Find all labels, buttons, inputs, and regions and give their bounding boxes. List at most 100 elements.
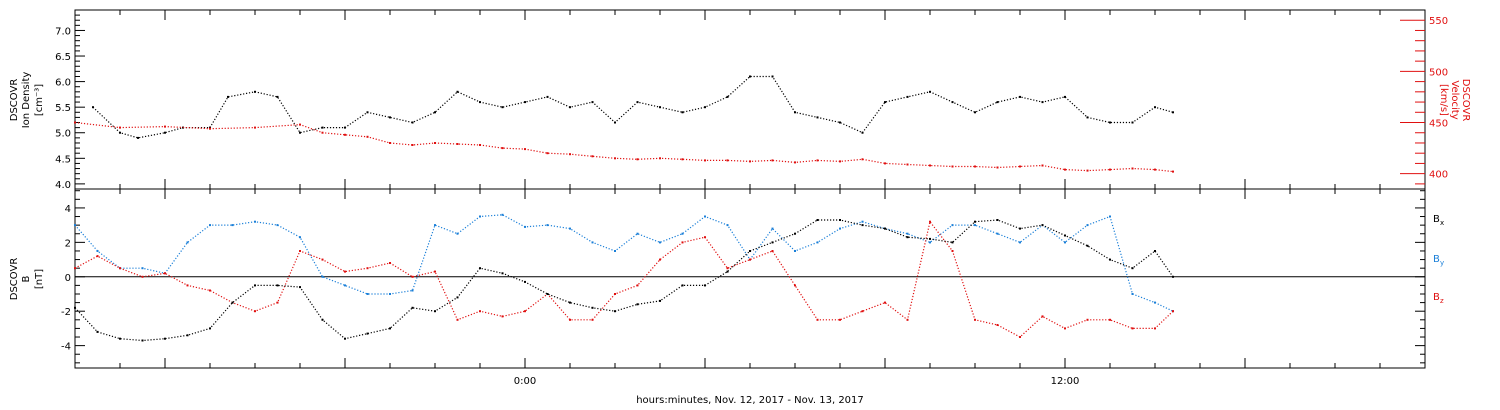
velocity-point bbox=[321, 131, 324, 134]
velocity-point bbox=[254, 126, 256, 129]
by-point bbox=[366, 293, 369, 295]
bz-point bbox=[119, 267, 121, 270]
bx-point bbox=[861, 224, 864, 227]
density-point bbox=[137, 136, 139, 139]
density-point bbox=[254, 90, 256, 93]
density-y-tick-label: 6.0 bbox=[55, 78, 71, 89]
density-y-tick-label: 4.0 bbox=[55, 180, 71, 191]
by-point bbox=[794, 250, 796, 252]
bx-point bbox=[321, 318, 324, 321]
by-point bbox=[299, 236, 301, 239]
by-point bbox=[231, 224, 234, 227]
by-point bbox=[524, 225, 526, 228]
bx-point bbox=[1064, 234, 1066, 237]
density-point bbox=[366, 111, 369, 114]
by-point bbox=[1086, 224, 1089, 227]
bz-point bbox=[591, 318, 594, 321]
density-point bbox=[524, 101, 526, 104]
density-point bbox=[344, 126, 346, 129]
bz-point bbox=[164, 272, 166, 275]
density-point bbox=[92, 106, 94, 109]
velocity-ylabel-line2: Velocity bbox=[1449, 80, 1460, 119]
density-ylabel-line2: Ion Density bbox=[21, 72, 32, 129]
by-point bbox=[276, 224, 279, 227]
bz-point bbox=[411, 275, 414, 278]
velocity-point bbox=[74, 121, 76, 124]
bfield-panel-frame bbox=[74, 188, 1426, 369]
bx-point bbox=[929, 237, 931, 240]
density-y-tick-label: 4.5 bbox=[55, 154, 71, 165]
density-series bbox=[92, 75, 1174, 139]
density-point bbox=[816, 116, 819, 119]
bz-point bbox=[1172, 310, 1174, 313]
velocity-point bbox=[929, 164, 931, 167]
bz-point bbox=[344, 270, 346, 273]
bz-point bbox=[771, 250, 774, 252]
velocity-point bbox=[456, 143, 459, 145]
density-point bbox=[501, 106, 504, 109]
bx-point bbox=[659, 299, 661, 302]
by-point bbox=[141, 267, 144, 270]
velocity-point bbox=[524, 148, 526, 151]
density-point bbox=[929, 90, 931, 93]
density-point bbox=[321, 126, 324, 129]
bx-point bbox=[164, 337, 166, 340]
density-point bbox=[996, 101, 999, 104]
bx-point bbox=[839, 219, 841, 221]
velocity-point bbox=[996, 166, 999, 169]
bx-point bbox=[524, 280, 526, 283]
by-point bbox=[704, 215, 706, 218]
bx-point bbox=[1109, 258, 1111, 261]
bx-point bbox=[344, 337, 346, 340]
bx-point bbox=[704, 284, 706, 287]
velocity-point bbox=[546, 152, 549, 155]
bz-point bbox=[141, 275, 144, 278]
bz-point bbox=[929, 220, 931, 223]
velocity-point bbox=[794, 161, 796, 164]
bz-point bbox=[209, 289, 211, 292]
by-point bbox=[321, 275, 324, 278]
velocity-point bbox=[681, 158, 684, 161]
bx-point bbox=[231, 301, 234, 304]
bx-point bbox=[771, 241, 774, 244]
density-point bbox=[434, 111, 436, 114]
bz-point bbox=[906, 318, 909, 321]
density-point bbox=[276, 95, 279, 98]
density-point bbox=[389, 116, 391, 119]
density-point bbox=[951, 101, 954, 104]
density-point bbox=[411, 121, 414, 124]
bfield-y-tick-label: 2 bbox=[65, 238, 71, 249]
velocity-point bbox=[906, 163, 909, 166]
bz-point bbox=[726, 267, 729, 270]
bx-point bbox=[569, 301, 571, 304]
density-point bbox=[1041, 101, 1044, 104]
velocity-point bbox=[839, 160, 841, 163]
by-point bbox=[951, 224, 954, 227]
bx-point bbox=[906, 236, 909, 239]
x-axis-title: hours:minutes, Nov. 12, 2017 - Nov. 13, … bbox=[636, 395, 864, 406]
by-point bbox=[546, 224, 549, 227]
bx-point bbox=[1131, 267, 1134, 270]
bx-point bbox=[299, 286, 301, 289]
by-point bbox=[501, 213, 504, 216]
bz-point bbox=[434, 270, 436, 273]
velocity-point bbox=[861, 158, 864, 161]
bz-point bbox=[861, 310, 864, 313]
bx-point bbox=[96, 330, 99, 333]
bfield-ylabel-line3: [nT] bbox=[34, 269, 45, 289]
bz-point bbox=[74, 267, 76, 270]
velocity-point bbox=[434, 142, 436, 144]
bx-point bbox=[591, 306, 594, 309]
data-marks bbox=[74, 75, 1174, 342]
by-point bbox=[456, 232, 459, 235]
density-point bbox=[749, 75, 751, 78]
density-point bbox=[119, 131, 121, 134]
density-point bbox=[456, 90, 459, 93]
density-point bbox=[794, 111, 796, 114]
velocity-point bbox=[1154, 168, 1156, 171]
velocity-point bbox=[636, 158, 639, 161]
density-point bbox=[479, 101, 481, 104]
density-point bbox=[906, 95, 909, 98]
velocity-point bbox=[1172, 170, 1174, 173]
bz-point bbox=[659, 258, 661, 261]
